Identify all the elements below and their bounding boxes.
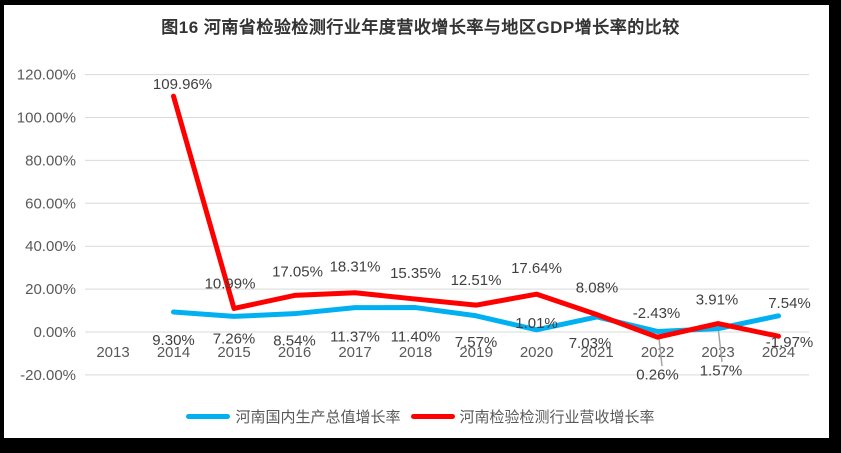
leader-line (717, 330, 723, 363)
x-axis-tick-label: 2014 (157, 344, 190, 361)
revenue-data-label: 109.96% (153, 76, 212, 93)
legend-item-revenue[interactable]: 河南检验检测行业营收增长率 (410, 406, 655, 427)
revenue-data-label: 15.35% (390, 265, 441, 282)
plot-canvas (4, 5, 829, 438)
revenue-line (171, 93, 781, 340)
revenue-data-label: -1.97% (766, 334, 814, 351)
y-axis-tick-label: 80.00% (25, 152, 76, 169)
gdp-data-label: 11.37% (330, 329, 380, 346)
gdp-data-label: 9.30% (152, 332, 195, 349)
x-axis-tick-label: 2024 (762, 344, 795, 361)
x-axis-tick-label: 2020 (520, 344, 553, 361)
chart-title: 图16 河南省检验检测行业年度营收增长率与地区GDP增长率的比较 (161, 18, 680, 37)
x-axis-tick-label: 2021 (580, 344, 613, 361)
revenue-data-label: 10.99% (205, 275, 256, 292)
y-axis-tick-label: 0.00% (33, 324, 76, 341)
gdp-data-label: 7.54% (768, 295, 811, 312)
revenue-legend-label: 河南检验检测行业营收增长率 (459, 408, 655, 426)
x-axis-tick-label: 2015 (217, 344, 250, 361)
revenue-line-swatch (410, 413, 455, 419)
gdp-line-swatch (186, 413, 231, 419)
gdp-data-label: 7.57% (455, 334, 498, 351)
y-axis-tick-label: 120.00% (17, 67, 76, 84)
x-axis-tick-label: 2018 (399, 344, 432, 361)
x-axis-tick-label: 2019 (459, 344, 492, 361)
revenue-data-label: 17.64% (511, 260, 562, 277)
gdp-data-label: 0.26% (636, 366, 679, 383)
gdp-data-label: 7.03% (569, 335, 612, 352)
gdp-data-label: 1.01% (515, 315, 558, 332)
x-axis-tick-label: 2022 (641, 344, 674, 361)
x-axis-tick-label: 2017 (338, 344, 371, 361)
revenue-data-label: -2.43% (633, 305, 681, 322)
y-axis-tick-label: 40.00% (25, 238, 76, 255)
x-axis-tick-label: 2013 (96, 344, 129, 361)
gdp-legend-label: 河南国内生产总值增长率 (235, 408, 401, 426)
gdp-data-label: 7.26% (213, 330, 256, 347)
legend-item-gdp[interactable]: 河南国内生产总值增长率 (186, 406, 401, 427)
y-axis-tick-label: -20.00% (20, 367, 76, 384)
gdp-data-label: 11.40% (391, 329, 441, 346)
chart-legend: 河南国内生产总值增长率 河南检验检测行业营收增长率 (0, 405, 841, 427)
gdp-data-label: 1.57% (700, 363, 743, 380)
revenue-data-label: 3.91% (696, 292, 739, 309)
gdp-data-label: 8.54% (273, 333, 316, 350)
y-axis-tick-label: 60.00% (25, 195, 76, 212)
x-axis-tick-label: 2023 (701, 344, 734, 361)
x-axis-tick-label: 2016 (278, 344, 311, 361)
y-axis-tick-label: 100.00% (17, 110, 76, 127)
revenue-data-label: 17.05% (272, 263, 323, 280)
y-axis-tick-label: 20.00% (25, 281, 76, 298)
revenue-data-label: 8.08% (576, 280, 619, 297)
revenue-data-label: 12.51% (451, 272, 502, 289)
revenue-data-label: 18.31% (330, 259, 381, 276)
